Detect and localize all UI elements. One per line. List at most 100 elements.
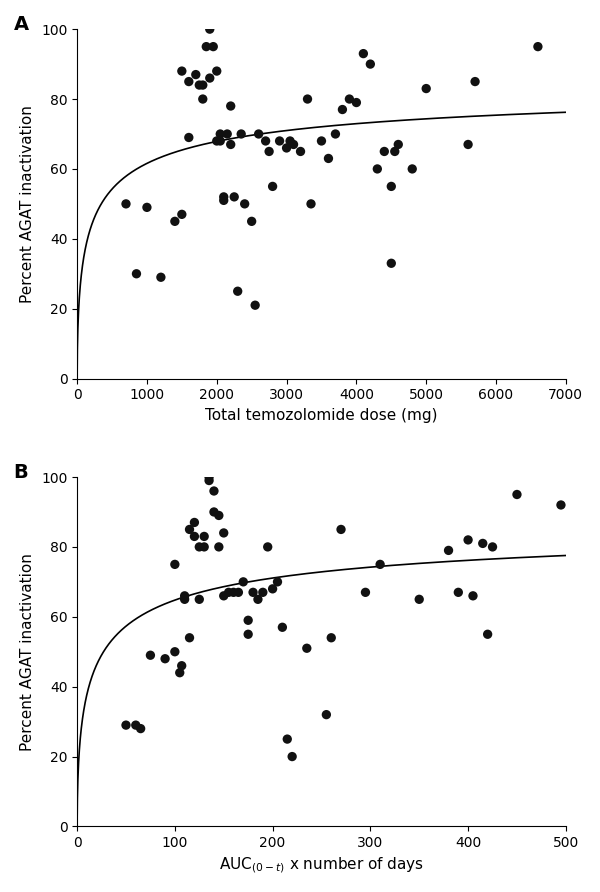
Point	[236, 127, 246, 141]
Point	[198, 78, 208, 92]
Point	[390, 145, 400, 159]
Point	[336, 523, 346, 537]
Point	[380, 145, 389, 159]
Point	[170, 558, 179, 572]
Point	[233, 585, 243, 599]
Point	[275, 134, 284, 148]
Point	[180, 592, 190, 607]
Point	[394, 137, 403, 152]
Point	[184, 130, 194, 145]
Point	[204, 474, 214, 488]
Y-axis label: Percent AGAT inactivation: Percent AGAT inactivation	[20, 553, 35, 751]
Point	[488, 540, 497, 554]
Point	[208, 39, 218, 54]
Point	[156, 270, 166, 285]
Point	[265, 145, 274, 159]
Point	[214, 540, 224, 554]
Point	[463, 533, 473, 547]
Point	[177, 64, 187, 78]
Point	[229, 585, 238, 599]
Point	[185, 523, 194, 537]
Point	[512, 487, 522, 501]
Point	[215, 127, 225, 141]
Point	[283, 732, 292, 747]
Point	[212, 134, 221, 148]
Point	[533, 39, 543, 54]
Point	[160, 651, 170, 665]
Point	[373, 161, 382, 176]
Point	[247, 214, 256, 228]
Point	[205, 71, 215, 86]
Point	[421, 81, 431, 95]
Point	[352, 95, 361, 110]
Point	[483, 627, 493, 641]
Point	[317, 134, 326, 148]
Point	[244, 613, 253, 627]
Point	[199, 529, 209, 543]
Point	[302, 641, 311, 656]
Point	[229, 190, 239, 204]
Point	[463, 137, 473, 152]
Point	[386, 256, 396, 270]
Point	[215, 134, 225, 148]
Text: B: B	[14, 463, 28, 482]
Point	[303, 92, 313, 106]
Point	[170, 645, 179, 659]
Point	[194, 540, 204, 554]
Point	[226, 137, 236, 152]
Point	[219, 190, 229, 204]
Point	[177, 658, 187, 673]
Point	[254, 127, 263, 141]
Point	[184, 74, 194, 88]
Point	[198, 92, 208, 106]
Point	[258, 585, 268, 599]
X-axis label: Total temozolomide dose (mg): Total temozolomide dose (mg)	[205, 408, 438, 423]
Point	[282, 141, 292, 155]
Point	[226, 99, 236, 113]
Point	[177, 207, 187, 221]
Point	[180, 589, 190, 603]
Point	[121, 718, 131, 732]
Point	[344, 92, 354, 106]
Point	[289, 137, 298, 152]
Point	[233, 284, 242, 298]
Point	[268, 179, 277, 194]
X-axis label: AUC$_{(0-t)}$ x number of days: AUC$_{(0-t)}$ x number of days	[219, 855, 424, 875]
Point	[142, 200, 152, 214]
Point	[250, 298, 260, 312]
Point	[214, 508, 224, 523]
Point	[248, 585, 258, 599]
Point	[146, 648, 155, 663]
Point	[240, 197, 250, 211]
Point	[444, 543, 454, 558]
Point	[219, 525, 229, 540]
Point	[219, 589, 229, 603]
Point	[202, 39, 211, 54]
Point	[407, 161, 417, 176]
Point	[212, 64, 221, 78]
Point	[185, 631, 194, 645]
Point	[223, 127, 232, 141]
Point	[190, 516, 199, 530]
Point	[361, 585, 370, 599]
Point	[190, 529, 199, 543]
Point	[359, 46, 368, 61]
Point	[386, 179, 396, 194]
Point	[199, 540, 209, 554]
Point	[331, 127, 340, 141]
Point	[326, 631, 336, 645]
Point	[468, 589, 478, 603]
Point	[136, 722, 145, 736]
Point	[219, 194, 229, 208]
Point	[296, 145, 305, 159]
Point	[322, 707, 331, 722]
Point	[454, 585, 463, 599]
Point	[323, 152, 333, 166]
Point	[170, 214, 179, 228]
Point	[209, 505, 219, 519]
Point	[556, 498, 566, 512]
Point	[238, 574, 248, 589]
Point	[376, 558, 385, 572]
Point	[272, 574, 282, 589]
Point	[261, 134, 271, 148]
